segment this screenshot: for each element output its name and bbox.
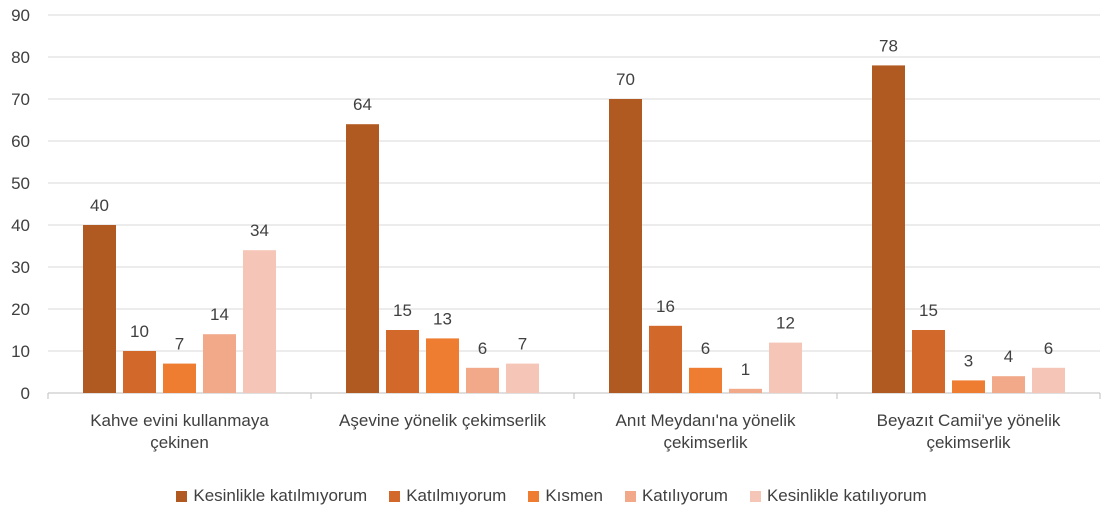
data-label: 14 bbox=[210, 305, 229, 324]
y-tick-label: 90 bbox=[11, 6, 30, 25]
legend-label: Katılmıyorum bbox=[406, 486, 507, 505]
data-label: 4 bbox=[1004, 347, 1013, 366]
bar bbox=[163, 363, 196, 393]
y-tick-label: 10 bbox=[11, 342, 30, 361]
legend-swatch bbox=[749, 490, 761, 502]
data-label: 6 bbox=[478, 339, 487, 358]
legend-item: Kesinlikle katılıyorum bbox=[749, 486, 927, 506]
data-label: 6 bbox=[1044, 339, 1053, 358]
data-label: 15 bbox=[393, 301, 412, 320]
bar bbox=[386, 330, 419, 393]
x-tick-label: Beyazıt Camii'ye yönelik çekimserlik bbox=[876, 411, 1061, 452]
bar bbox=[769, 342, 802, 393]
bar bbox=[243, 250, 276, 393]
data-label: 78 bbox=[879, 36, 898, 55]
legend-label: Kısmen bbox=[545, 486, 603, 505]
legend-item: Katılıyorum bbox=[624, 486, 728, 506]
data-label: 40 bbox=[90, 196, 109, 215]
y-tick-label: 60 bbox=[11, 132, 30, 151]
bar bbox=[346, 124, 379, 393]
legend-label: Kesinlikle katılıyorum bbox=[766, 486, 927, 505]
data-label: 13 bbox=[433, 309, 452, 328]
legend: Kesinlikle katılmıyorum Katılmıyorum Kısme… bbox=[0, 486, 1103, 506]
y-tick-label: 70 bbox=[11, 90, 30, 109]
bar bbox=[689, 367, 722, 393]
bar bbox=[872, 65, 905, 394]
y-tick-label: 20 bbox=[11, 300, 30, 319]
data-label: 3 bbox=[964, 351, 973, 370]
data-label: 15 bbox=[919, 301, 938, 320]
bar bbox=[83, 225, 116, 393]
legend-swatch bbox=[528, 490, 540, 502]
legend-swatch bbox=[176, 490, 188, 502]
bar bbox=[992, 376, 1025, 393]
bar bbox=[466, 367, 499, 393]
bar bbox=[123, 351, 156, 393]
bar bbox=[203, 334, 236, 393]
bar bbox=[649, 325, 682, 393]
y-tick-label: 50 bbox=[11, 174, 30, 193]
legend-swatch bbox=[624, 490, 636, 502]
data-label: 12 bbox=[776, 314, 795, 333]
legend-label: Kesinlikle katılmıyorum bbox=[193, 486, 368, 505]
y-tick-label: 80 bbox=[11, 48, 30, 67]
data-label: 16 bbox=[656, 297, 675, 316]
data-label: 6 bbox=[701, 339, 710, 358]
data-label: 10 bbox=[130, 322, 149, 341]
data-label: 34 bbox=[250, 221, 269, 240]
data-label: 70 bbox=[616, 70, 635, 89]
x-tick-label: Aşevine yönelik çekimserlik bbox=[339, 411, 546, 430]
data-label: 7 bbox=[518, 335, 527, 354]
legend-label: Katılıyorum bbox=[641, 486, 728, 505]
bar bbox=[1032, 367, 1065, 393]
bar bbox=[912, 330, 945, 393]
y-tick-label: 0 bbox=[21, 384, 30, 403]
y-tick-label: 40 bbox=[11, 216, 30, 235]
legend-item: Kesinlikle katılmıyorum bbox=[176, 486, 367, 506]
data-label: 1 bbox=[741, 360, 750, 379]
bar bbox=[506, 363, 539, 393]
legend-item: Kısmen bbox=[528, 486, 603, 506]
legend-item: Katılmıyorum bbox=[389, 486, 506, 506]
bar bbox=[952, 380, 985, 393]
data-label: 64 bbox=[353, 95, 372, 114]
x-tick-label: Anıt Meydanı'na yönelik çekimserlik bbox=[615, 411, 796, 452]
bar bbox=[609, 99, 642, 393]
bar bbox=[426, 338, 459, 393]
bar bbox=[729, 388, 762, 393]
x-tick-label: Kahve evini kullanmaya çekinen bbox=[90, 411, 269, 452]
data-label: 7 bbox=[175, 335, 184, 354]
y-tick-label: 30 bbox=[11, 258, 30, 277]
legend-swatch bbox=[389, 490, 401, 502]
